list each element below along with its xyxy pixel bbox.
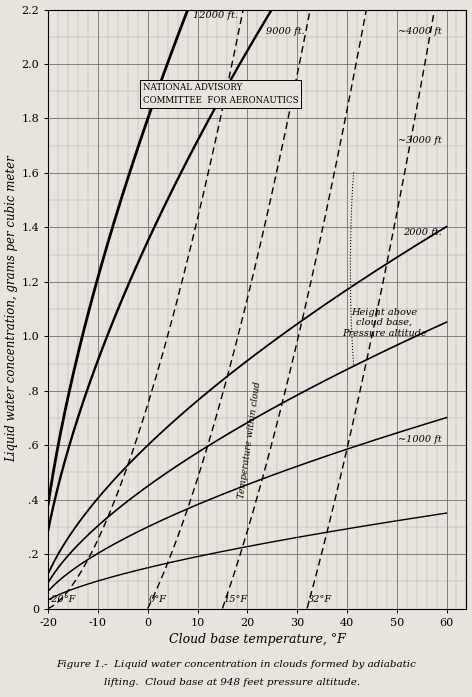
Text: ~1000 ft: ~1000 ft bbox=[398, 435, 441, 444]
Text: 2000 ft.: 2000 ft. bbox=[403, 229, 441, 237]
Text: 15°F: 15°F bbox=[223, 595, 247, 604]
Text: 12000 ft.: 12000 ft. bbox=[193, 10, 238, 20]
Text: Figure 1.-  Liquid water concentration in clouds formed by adiabatic: Figure 1.- Liquid water concentration in… bbox=[57, 660, 416, 669]
Text: Temperature within cloud: Temperature within cloud bbox=[237, 381, 262, 499]
Text: 9000 ft.: 9000 ft. bbox=[266, 27, 305, 36]
Text: -20°F: -20°F bbox=[49, 595, 76, 604]
Text: ~3000 ft: ~3000 ft bbox=[398, 136, 441, 145]
Text: lifting.  Cloud base at 948 feet pressure altitude.: lifting. Cloud base at 948 feet pressure… bbox=[104, 678, 360, 687]
Y-axis label: Liquid water concentration, grams per cubic meter: Liquid water concentration, grams per cu… bbox=[6, 155, 18, 462]
Text: NATIONAL ADVISORY
COMMITTEE  FOR AERONAUTICS: NATIONAL ADVISORY COMMITTEE FOR AERONAUT… bbox=[143, 83, 298, 105]
X-axis label: Cloud base temperature, °F: Cloud base temperature, °F bbox=[169, 633, 346, 646]
Text: ~4000 ft: ~4000 ft bbox=[398, 27, 441, 36]
Text: 32°F: 32°F bbox=[308, 595, 332, 604]
Text: Height above
cloud base,
Pressure altitude: Height above cloud base, Pressure altitu… bbox=[342, 308, 427, 337]
Text: 0°F: 0°F bbox=[149, 595, 167, 604]
